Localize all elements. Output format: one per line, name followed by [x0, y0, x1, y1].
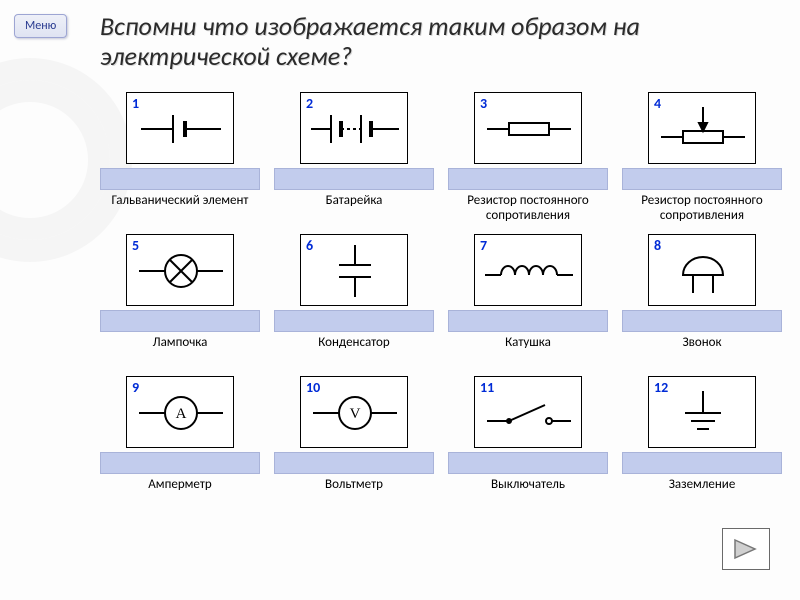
- symbol-cell: 3 Резистор постоянного сопротивления: [448, 92, 608, 224]
- symbol-box: 5: [126, 234, 234, 306]
- symbol-grid: 1 Гальванический элемент 2: [100, 92, 780, 508]
- ground-icon: [649, 377, 757, 449]
- symbol-cell: 4 Резистор постоянного сопротивления: [622, 92, 782, 224]
- resistor-icon: [475, 93, 583, 165]
- capacitor-icon: [301, 235, 409, 307]
- voltmeter-icon: V: [301, 377, 409, 449]
- symbol-box: 7: [474, 234, 582, 306]
- symbol-box: 3: [474, 92, 582, 164]
- answer-slot[interactable]: [448, 310, 608, 332]
- inductor-icon: [475, 235, 583, 307]
- symbol-cell: 9 A Амперметр: [100, 376, 260, 508]
- symbol-box: 8: [648, 234, 756, 306]
- symbol-caption: Батарейка: [274, 194, 434, 224]
- battery-icon: [301, 93, 409, 165]
- symbol-box: 9 A: [126, 376, 234, 448]
- symbol-caption: Катушка: [448, 336, 608, 366]
- symbol-cell: 5 Лампочка: [100, 234, 260, 366]
- symbol-caption: Звонок: [622, 336, 782, 366]
- answer-slot[interactable]: [622, 452, 782, 474]
- answer-slot[interactable]: [100, 452, 260, 474]
- answer-slot[interactable]: [448, 168, 608, 190]
- symbol-cell: 6 Конденсатор: [274, 234, 434, 366]
- symbol-cell: 10 V Вольтметр: [274, 376, 434, 508]
- symbol-caption: Лампочка: [100, 336, 260, 366]
- answer-slot[interactable]: [100, 168, 260, 190]
- answer-slot[interactable]: [274, 310, 434, 332]
- symbol-caption: Конденсатор: [274, 336, 434, 366]
- symbol-cell: 8 Звонок: [622, 234, 782, 366]
- svg-text:V: V: [350, 406, 361, 422]
- ammeter-icon: A: [127, 377, 235, 449]
- page-title: Вспомни что изображается таким образом н…: [100, 12, 780, 72]
- menu-button[interactable]: Меню: [14, 14, 67, 38]
- variable-resistor-icon: [649, 93, 757, 165]
- symbol-caption: Резистор постоянного сопротивления: [448, 194, 608, 224]
- symbol-caption: Выключатель: [448, 478, 608, 508]
- answer-slot[interactable]: [448, 452, 608, 474]
- symbol-caption: Заземление: [622, 478, 782, 508]
- background-ring: [0, 80, 110, 240]
- symbol-box: 2: [300, 92, 408, 164]
- symbol-cell: 1 Гальванический элемент: [100, 92, 260, 224]
- answer-slot[interactable]: [274, 168, 434, 190]
- symbol-box: 11: [474, 376, 582, 448]
- symbol-caption: Резистор постоянного сопротивления: [622, 194, 782, 224]
- symbol-box: 6: [300, 234, 408, 306]
- symbol-caption: Вольтметр: [274, 478, 434, 508]
- answer-slot[interactable]: [622, 168, 782, 190]
- symbol-caption: Амперметр: [100, 478, 260, 508]
- symbol-box: 12: [648, 376, 756, 448]
- symbol-cell: 12 Заземление: [622, 376, 782, 508]
- arrow-right-icon: [731, 536, 761, 562]
- symbol-box: 10 V: [300, 376, 408, 448]
- answer-slot[interactable]: [100, 310, 260, 332]
- symbol-box: 4: [648, 92, 756, 164]
- next-button[interactable]: [722, 528, 770, 570]
- symbol-cell: 2 Батарейка: [274, 92, 434, 224]
- svg-text:A: A: [176, 406, 187, 422]
- symbol-cell: 11 Выключатель: [448, 376, 608, 508]
- galvanic-cell-icon: [127, 93, 235, 165]
- lamp-icon: [127, 235, 235, 307]
- answer-slot[interactable]: [622, 310, 782, 332]
- symbol-cell: 7 Катушка: [448, 234, 608, 366]
- answer-slot[interactable]: [274, 452, 434, 474]
- switch-icon: [475, 377, 583, 449]
- bell-icon: [649, 235, 757, 307]
- symbol-box: 1: [126, 92, 234, 164]
- symbol-caption: Гальванический элемент: [100, 194, 260, 224]
